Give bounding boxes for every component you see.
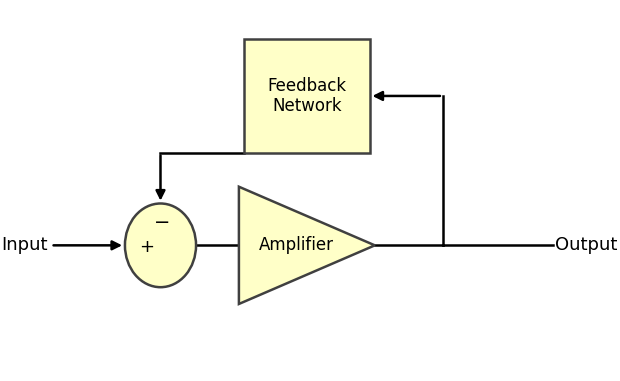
Ellipse shape <box>125 203 196 287</box>
Text: +: + <box>140 239 154 256</box>
Text: Feedback
Network: Feedback Network <box>267 77 347 115</box>
Text: Amplifier: Amplifier <box>259 236 334 255</box>
Text: Input: Input <box>2 236 48 255</box>
FancyBboxPatch shape <box>244 39 370 153</box>
Polygon shape <box>239 187 375 304</box>
Text: −: − <box>154 213 170 232</box>
Text: Output: Output <box>555 236 618 255</box>
